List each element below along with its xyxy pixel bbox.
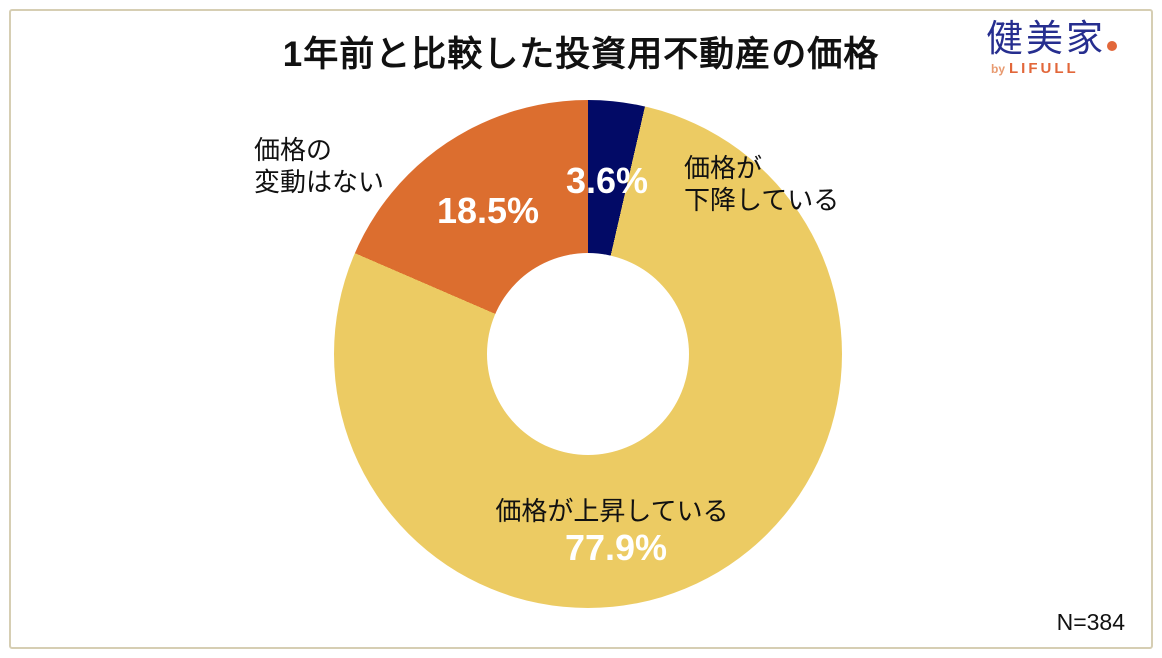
label-no-change: 価格の 変動はない: [254, 135, 385, 197]
donut-chart: [334, 100, 842, 608]
logo-brand-characters: 健美家: [986, 18, 1106, 59]
logo-by-text: by: [991, 62, 1006, 76]
logo-byline: by LIFULL: [991, 60, 1117, 78]
percent-rising: 77.9%: [564, 527, 668, 568]
donut-hole: [487, 253, 689, 455]
chart-title: 1年前と比較した投資用不動産の価格: [282, 35, 880, 74]
sample-size: N=384: [1056, 609, 1125, 635]
logo-company-text: LIFULL: [1009, 60, 1079, 77]
label-falling: 価格が 下降している: [684, 153, 840, 215]
logo-brand-text: 健美家: [986, 20, 1117, 57]
percent-falling: 3.6%: [565, 160, 649, 201]
logo-dot-icon: [1107, 41, 1117, 51]
label-rising: 価格が上昇している: [495, 496, 729, 526]
percent-no-change: 18.5%: [436, 190, 540, 231]
kenbiya-logo: 健美家 by LIFULL: [986, 20, 1117, 78]
